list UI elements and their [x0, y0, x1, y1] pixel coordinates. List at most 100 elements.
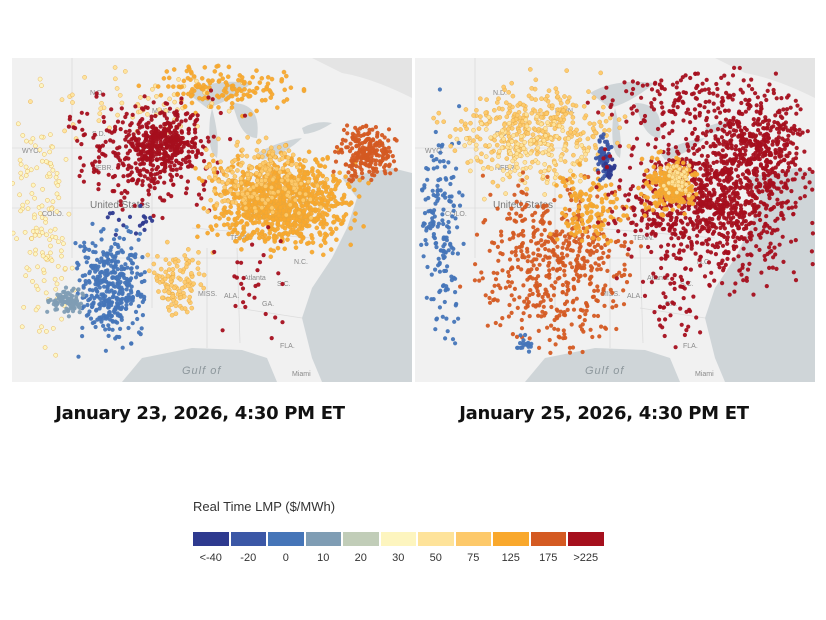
price-node-dot — [212, 69, 218, 74]
price-node-dot — [282, 87, 288, 93]
price-node-dot — [492, 108, 497, 113]
price-node-dot — [574, 267, 579, 272]
price-node-dot — [252, 295, 257, 300]
price-node-dot — [536, 328, 541, 333]
price-node-dot — [115, 267, 120, 272]
price-node-dot — [323, 186, 329, 192]
price-node-dot — [624, 280, 630, 285]
price-node-dot — [30, 228, 36, 234]
price-node-dot — [155, 253, 160, 259]
price-node-dot — [257, 80, 263, 85]
price-node-dot — [471, 138, 476, 143]
price-node-dot — [112, 173, 117, 179]
price-node-dot — [168, 148, 173, 153]
price-node-dot — [534, 151, 540, 157]
price-node-dot — [178, 135, 184, 141]
price-node-dot — [507, 257, 513, 262]
price-node-dot — [137, 231, 143, 236]
price-node-dot — [253, 208, 259, 214]
price-node-dot — [17, 157, 23, 163]
price-node-dot — [440, 212, 445, 217]
price-node-dot — [784, 200, 789, 205]
price-node-dot — [694, 218, 699, 223]
map-label-country: United States — [493, 200, 553, 211]
price-node-dot — [600, 291, 605, 296]
price-node-dot — [175, 148, 180, 154]
price-node-dot — [751, 292, 756, 297]
price-node-dot — [145, 150, 150, 155]
price-node-dot — [571, 211, 577, 217]
price-node-dot — [579, 266, 584, 271]
price-node-dot — [101, 92, 106, 97]
price-node-dot — [171, 67, 177, 72]
price-node-dot — [326, 207, 332, 213]
price-node-dot — [315, 169, 321, 174]
price-node-dot — [471, 113, 476, 118]
price-node-dot — [552, 160, 557, 165]
price-node-dot — [583, 273, 588, 278]
price-node-dot — [597, 119, 602, 125]
price-node-dot — [746, 201, 752, 206]
price-node-dot — [158, 124, 163, 129]
price-node-dot — [357, 177, 363, 183]
price-node-dot — [599, 324, 604, 329]
price-node-dot — [525, 259, 530, 264]
price-node-dot — [731, 215, 736, 220]
price-node-dot — [42, 345, 48, 350]
price-node-dot — [96, 170, 101, 175]
price-node-dot — [189, 305, 195, 311]
atlantic-ocean — [302, 168, 412, 382]
price-node-dot — [127, 214, 133, 219]
price-node-dot — [510, 265, 515, 270]
price-node-dot — [599, 196, 605, 202]
price-node-dot — [184, 186, 189, 191]
price-node-dot — [639, 200, 644, 205]
price-node-dot — [544, 111, 549, 117]
price-node-dot — [208, 224, 213, 229]
map-label-fla: FLA. — [280, 343, 295, 350]
price-node-dot — [256, 213, 262, 219]
price-node-dot — [118, 326, 123, 331]
price-node-dot — [39, 158, 45, 164]
price-node-dot — [239, 260, 244, 265]
price-node-dot — [437, 159, 443, 164]
price-node-dot — [540, 129, 546, 134]
price-node-dot — [492, 133, 498, 139]
price-node-dot — [556, 334, 561, 339]
price-node-dot — [587, 121, 593, 126]
price-node-dot — [314, 225, 320, 231]
price-node-dot — [331, 219, 337, 225]
price-node-dot — [698, 166, 703, 171]
price-node-dot — [158, 136, 163, 141]
price-node-dot — [141, 161, 147, 166]
price-node-dot — [500, 106, 505, 112]
price-node-dot — [576, 212, 581, 217]
price-node-dot — [269, 336, 274, 341]
price-node-dot — [571, 284, 576, 289]
price-node-dot — [101, 316, 106, 321]
price-node-dot — [191, 281, 196, 286]
price-node-dot — [584, 308, 589, 313]
map-label-gulf: Gulf of — [585, 365, 624, 377]
price-node-dot — [136, 304, 141, 309]
price-node-dot — [236, 77, 241, 83]
price-node-dot — [16, 121, 21, 127]
price-node-dot — [228, 204, 233, 210]
price-node-dot — [451, 174, 456, 180]
price-node-dot — [185, 247, 191, 252]
price-node-dot — [216, 78, 222, 84]
price-node-dot — [607, 248, 612, 253]
price-node-dot — [522, 299, 527, 304]
price-node-dot — [600, 104, 606, 110]
price-node-dot — [85, 111, 90, 116]
price-node-dot — [386, 138, 391, 143]
price-node-dot — [585, 248, 590, 253]
price-node-dot — [269, 92, 275, 97]
price-node-dot — [490, 289, 495, 294]
price-node-dot — [206, 175, 212, 180]
price-node-dot — [145, 112, 150, 117]
price-node-dot — [810, 169, 815, 174]
price-node-dot — [217, 216, 222, 221]
price-node-dot — [697, 147, 702, 152]
price-node-dot — [187, 294, 192, 300]
